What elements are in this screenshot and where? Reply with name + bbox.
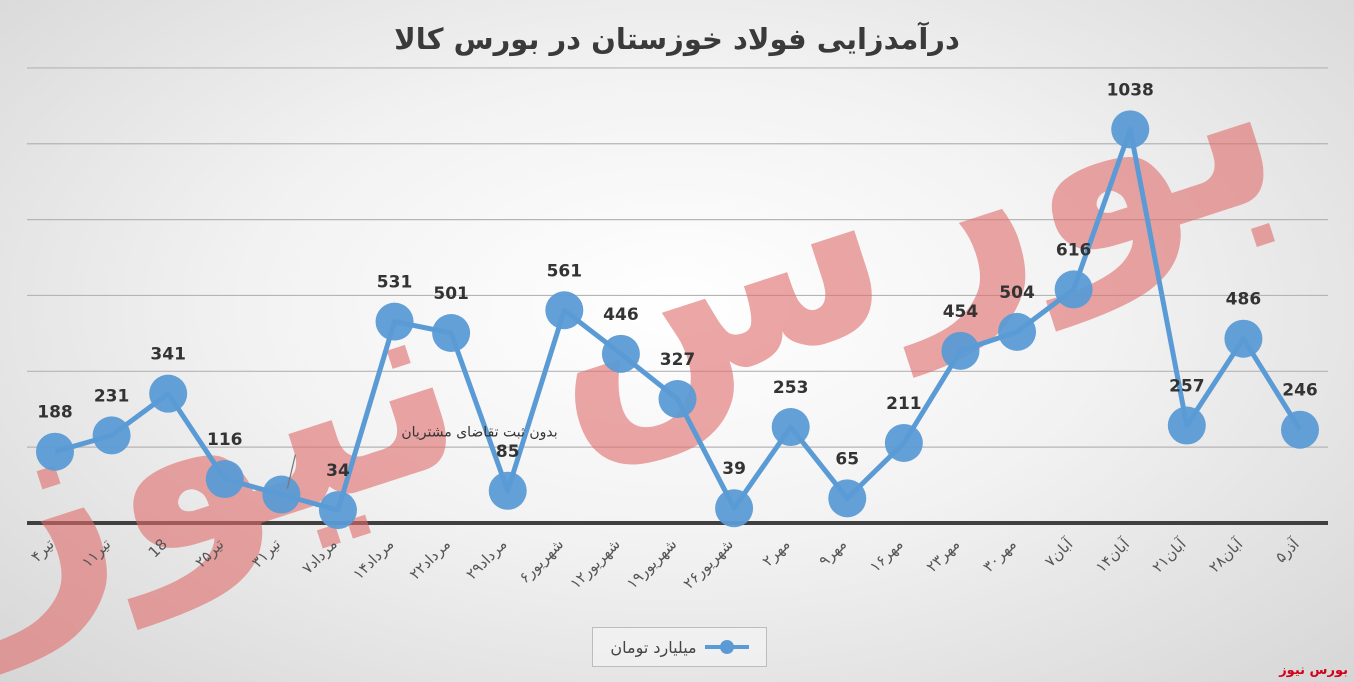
data-label: 231	[94, 386, 130, 406]
data-point	[1281, 410, 1319, 449]
gridlines	[27, 67, 1328, 525]
data-label: 327	[660, 350, 696, 370]
x-tick-label: ۹مهر	[815, 535, 850, 570]
data-point	[262, 475, 301, 514]
x-tick-label: ۲۳مهر	[923, 535, 964, 576]
data-label: 211	[886, 394, 922, 414]
data-point	[36, 432, 74, 471]
data-point	[92, 416, 131, 455]
data-point	[318, 491, 357, 530]
data-label: 561	[547, 261, 583, 281]
data-point	[149, 374, 188, 413]
data-label: 501	[433, 284, 469, 304]
data-labels: 188 231 341 116 34 531 501 85 561 446 327 39 253 65 21…	[37, 80, 1318, 481]
x-tick-label: ۵آذر	[1272, 535, 1304, 567]
watermark-text: بورس نیوز	[0, 0, 1314, 678]
chart-title: درآمدزایی فولاد خوزستان در بورس کالا	[394, 22, 960, 56]
data-label: 246	[1282, 381, 1318, 401]
data-point	[488, 471, 527, 510]
legend: میلیارد تومان	[592, 627, 767, 667]
data-label: 253	[773, 378, 809, 398]
x-tick-label: ۶شهریور	[516, 535, 568, 587]
x-tick-label: ۲مهر	[759, 535, 794, 570]
data-label: 34	[326, 461, 350, 481]
data-point	[375, 302, 414, 341]
data-point	[828, 479, 867, 518]
data-point	[205, 460, 244, 499]
legend-swatch	[704, 637, 749, 657]
x-tick-label: ۱۹شهریور	[623, 535, 680, 592]
data-point	[601, 334, 640, 373]
x-tick-label: ۲۶شهریور	[680, 535, 737, 592]
annotations: بدون ثبت تقاضای مشتریان	[286, 425, 558, 489]
x-tick-label: ۱۶مهر	[866, 535, 907, 576]
data-point	[715, 489, 754, 528]
data-point	[658, 379, 697, 418]
data-point	[941, 331, 980, 370]
x-tick-label: ۳۰مهر	[979, 535, 1020, 576]
data-label: 257	[1169, 377, 1205, 397]
x-tick-label: ۱۴آبان	[1092, 535, 1134, 577]
data-point	[1054, 270, 1093, 309]
data-label: 65	[835, 449, 859, 469]
data-point	[1111, 110, 1150, 149]
data-label: 446	[603, 305, 639, 325]
x-tick-label: ۷آبان	[1041, 535, 1077, 571]
data-points	[36, 110, 1319, 530]
annotation-text: بدون ثبت تقاضای مشتریان	[401, 425, 557, 441]
data-label: 504	[999, 283, 1035, 303]
x-tick-label: ۲۹مرداد	[462, 535, 510, 583]
data-point	[884, 423, 923, 462]
data-point	[771, 408, 810, 447]
annotation-leader	[286, 454, 296, 489]
data-label: 188	[37, 403, 73, 423]
x-tick-label: ۲۲مرداد	[406, 535, 454, 583]
data-label: 616	[1056, 240, 1092, 260]
data-label: 1038	[1107, 80, 1154, 100]
legend-label: میلیارد تومان	[610, 637, 697, 657]
data-label: 486	[1226, 290, 1262, 310]
x-tick-label: ۲۱آبان	[1149, 535, 1191, 577]
data-point	[1167, 406, 1206, 445]
watermark-logo: بورس نیوز	[0, 0, 1314, 678]
data-label: 531	[377, 273, 413, 293]
data-point	[545, 291, 584, 330]
source-mark: بورس نیوز	[1279, 663, 1348, 678]
data-point	[998, 312, 1037, 351]
data-point	[432, 314, 471, 353]
data-label: 341	[150, 345, 186, 365]
data-label: 39	[722, 459, 746, 479]
data-label: 116	[207, 430, 243, 450]
data-label: 85	[496, 442, 520, 462]
x-tick-label: ۲۸آبان	[1205, 535, 1247, 577]
data-label: 454	[943, 302, 979, 322]
data-point	[1224, 319, 1263, 358]
x-tick-label: ۱۲شهریور	[566, 535, 623, 592]
